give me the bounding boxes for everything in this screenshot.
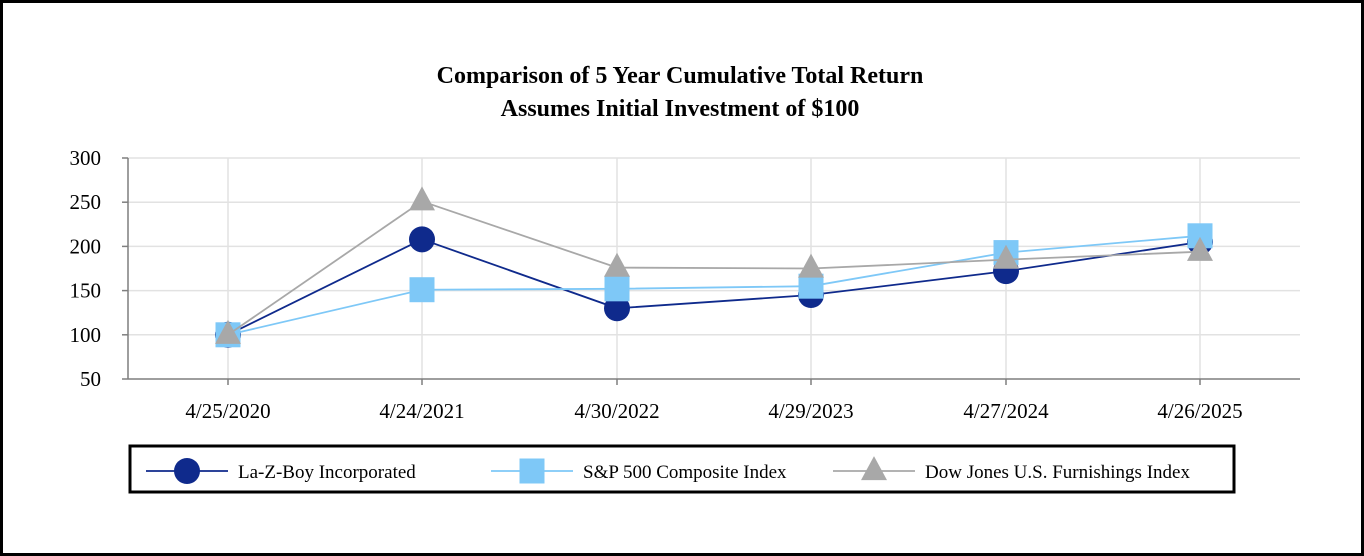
data-point	[604, 276, 630, 302]
legend-label: Dow Jones U.S. Furnishings Index	[925, 462, 1190, 483]
y-tick-label: 200	[70, 234, 102, 258]
x-tick-label: 4/29/2023	[768, 399, 853, 423]
series-line	[227, 234, 1201, 336]
series-layer	[215, 186, 1213, 348]
legend-marker	[174, 458, 200, 484]
y-tick-label: 50	[80, 367, 101, 391]
data-point	[604, 252, 630, 277]
y-tick-label: 150	[70, 279, 102, 303]
x-axis-ticks: 4/25/2020 4/24/2021 4/30/2022 4/29/2023 4/27…	[185, 379, 1243, 423]
data-point	[993, 244, 1019, 269]
legend-item-2: Dow Jones U.S. Furnishings Index	[833, 456, 1190, 483]
legend: La-Z-Boy Incorporated S&P 500 Composite I…	[128, 444, 1236, 494]
legend-item-1: S&P 500 Composite Index	[491, 458, 787, 484]
data-point	[604, 295, 630, 322]
axes	[127, 158, 1300, 380]
chart-subtitle: Assumes Initial Investment of $100	[501, 96, 860, 122]
legend-label: S&P 500 Composite Index	[583, 462, 787, 483]
legend-marker	[861, 456, 887, 481]
grid	[128, 157, 1300, 379]
data-point	[409, 226, 435, 253]
x-tick-label: 4/24/2021	[379, 399, 464, 423]
legend-box	[128, 444, 1236, 494]
y-tick-label: 250	[70, 190, 102, 214]
data-point	[1187, 236, 1213, 261]
series-line	[227, 200, 1201, 336]
data-point	[215, 319, 241, 344]
x-tick-label: 4/25/2020	[185, 399, 270, 423]
chart-title: Comparison of 5 Year Cumulative Total Re…	[437, 63, 924, 89]
legend-marker	[519, 458, 545, 484]
data-point	[409, 186, 435, 211]
x-tick-label: 4/26/2025	[1157, 399, 1242, 423]
line-chart: Comparison of 5 Year Cumulative Total Re…	[70, 63, 1300, 494]
series-line	[227, 238, 1201, 336]
y-axis-ticks: 50 100 150 200 250 300	[70, 146, 128, 391]
series-1	[215, 223, 1213, 348]
data-point	[409, 277, 435, 303]
legend-item-0: La-Z-Boy Incorporated	[146, 458, 416, 484]
y-tick-label: 300	[70, 146, 102, 170]
x-tick-label: 4/30/2022	[574, 399, 659, 423]
legend-label: La-Z-Boy Incorporated	[238, 462, 416, 483]
x-tick-label: 4/27/2024	[963, 399, 1049, 423]
y-tick-label: 100	[70, 323, 102, 347]
data-point	[798, 253, 824, 278]
data-point	[798, 273, 824, 299]
series-2	[215, 186, 1213, 344]
